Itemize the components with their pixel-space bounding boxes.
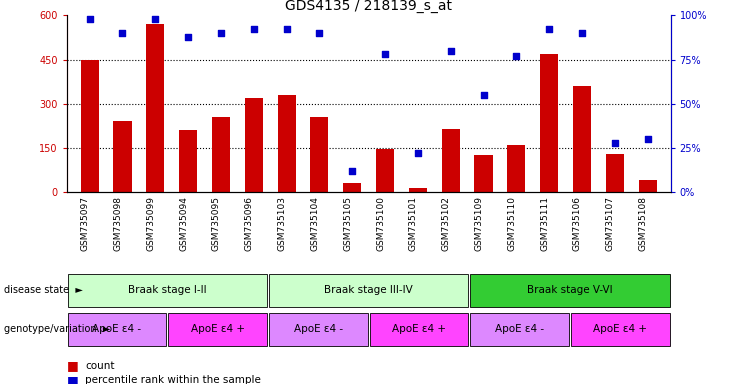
Text: GSM735108: GSM735108	[639, 196, 648, 251]
Bar	[67, 275, 267, 307]
Text: Braak stage I-II: Braak stage I-II	[128, 285, 207, 295]
Point	[478, 92, 490, 98]
Bar	[376, 149, 394, 192]
Text: GSM735098: GSM735098	[113, 196, 122, 251]
Text: GSM735096: GSM735096	[245, 196, 253, 251]
Bar	[474, 155, 493, 192]
Text: GSM735102: GSM735102	[442, 196, 451, 251]
Point	[379, 51, 391, 57]
Text: ApoE ε4 -: ApoE ε4 -	[93, 324, 142, 334]
Bar	[310, 117, 328, 192]
Point	[116, 30, 128, 36]
Text: ApoE ε4 -: ApoE ε4 -	[495, 324, 544, 334]
Text: percentile rank within the sample: percentile rank within the sample	[85, 375, 261, 384]
Bar	[269, 275, 468, 307]
Text: ApoE ε4 +: ApoE ε4 +	[594, 324, 648, 334]
Text: ■: ■	[67, 359, 79, 372]
Text: GSM735094: GSM735094	[179, 196, 188, 251]
Point	[215, 30, 227, 36]
Point	[412, 150, 424, 156]
Point	[642, 136, 654, 142]
Bar	[168, 313, 267, 346]
Text: Braak stage III-IV: Braak stage III-IV	[325, 285, 413, 295]
Bar	[113, 121, 131, 192]
Text: GSM735100: GSM735100	[376, 196, 385, 251]
Text: ■: ■	[67, 374, 79, 384]
Point	[445, 48, 456, 54]
Text: genotype/variation  ►: genotype/variation ►	[4, 324, 110, 334]
Bar	[343, 183, 362, 192]
Text: count: count	[85, 361, 115, 371]
Bar	[212, 117, 230, 192]
Point	[247, 26, 259, 33]
Bar	[639, 180, 657, 192]
Bar	[409, 188, 427, 192]
Bar	[571, 313, 670, 346]
Text: GSM735099: GSM735099	[146, 196, 156, 251]
Text: GSM735101: GSM735101	[409, 196, 418, 251]
Point	[182, 33, 194, 40]
Bar	[508, 145, 525, 192]
Text: GSM735109: GSM735109	[474, 196, 484, 251]
Bar	[471, 313, 569, 346]
Bar	[269, 313, 368, 346]
Text: GSM735110: GSM735110	[508, 196, 516, 251]
Bar	[471, 275, 670, 307]
Bar	[245, 98, 263, 192]
Text: GSM735105: GSM735105	[343, 196, 352, 251]
Bar	[370, 313, 468, 346]
Text: ApoE ε4 +: ApoE ε4 +	[190, 324, 245, 334]
Point	[511, 53, 522, 59]
Text: GSM735104: GSM735104	[310, 196, 319, 251]
Text: GSM735097: GSM735097	[81, 196, 90, 251]
Text: disease state  ►: disease state ►	[4, 285, 82, 295]
Bar	[278, 95, 296, 192]
Point	[84, 16, 96, 22]
Text: ApoE ε4 -: ApoE ε4 -	[293, 324, 343, 334]
Bar	[81, 60, 99, 192]
Text: GSM735111: GSM735111	[540, 196, 549, 251]
Bar	[573, 86, 591, 192]
Point	[576, 30, 588, 36]
Text: Braak stage V-VI: Braak stage V-VI	[527, 285, 613, 295]
Bar	[606, 154, 624, 192]
Bar	[67, 313, 166, 346]
Bar	[540, 54, 558, 192]
Text: ApoE ε4 +: ApoE ε4 +	[392, 324, 446, 334]
Title: GDS4135 / 218139_s_at: GDS4135 / 218139_s_at	[285, 0, 452, 13]
Text: GSM735103: GSM735103	[278, 196, 287, 251]
Text: GSM735106: GSM735106	[573, 196, 582, 251]
Point	[609, 139, 621, 146]
Point	[313, 30, 325, 36]
Point	[281, 26, 293, 33]
Bar	[146, 24, 165, 192]
Text: GSM735095: GSM735095	[212, 196, 221, 251]
Point	[150, 16, 162, 22]
Bar	[442, 129, 459, 192]
Text: GSM735107: GSM735107	[606, 196, 615, 251]
Point	[543, 26, 555, 33]
Bar	[179, 130, 197, 192]
Point	[346, 168, 358, 174]
